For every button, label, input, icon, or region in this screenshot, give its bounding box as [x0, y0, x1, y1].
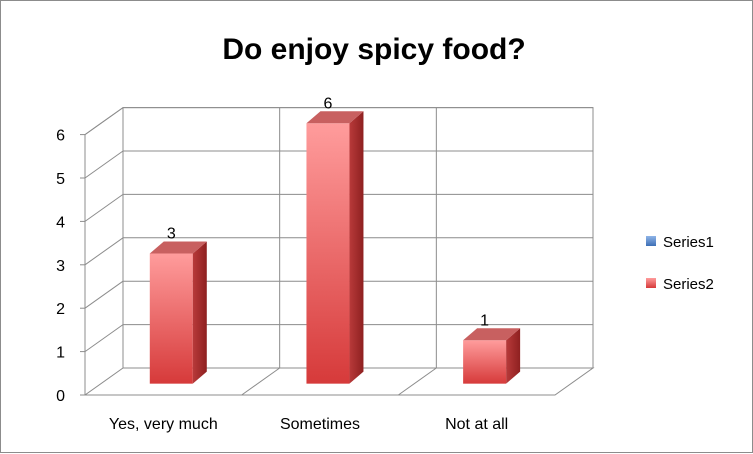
category-label: Yes, very much [109, 416, 218, 433]
data-label: 1 [480, 312, 489, 329]
data-label: 3 [167, 225, 176, 242]
y-tick-label: 5 [56, 171, 65, 188]
y-tick-label: 4 [56, 214, 65, 231]
bar-top [306, 111, 364, 124]
data-labels: 3 6 1 [167, 95, 489, 329]
gridline-side [84, 280, 124, 309]
y-tick-label: 3 [56, 258, 65, 275]
data-label: 6 [324, 95, 333, 112]
bar-front [306, 123, 350, 384]
y-tick-label: 6 [56, 128, 65, 145]
bar-side [192, 241, 207, 384]
y-tick-label: 1 [56, 345, 65, 362]
category-divider-floor [241, 367, 280, 396]
category-label: Not at all [445, 416, 508, 433]
legend-swatch-series2 [646, 278, 656, 288]
y-axis-ticks: 0 1 2 3 4 5 6 [56, 128, 85, 405]
chart-title: Do enjoy spicy food? [222, 33, 525, 66]
category-label: Sometimes [280, 416, 360, 433]
legend: Series1 Series2 [646, 234, 714, 293]
bars [149, 111, 521, 384]
legend-label-series2: Series2 [663, 276, 714, 293]
y-tick-label: 2 [56, 301, 65, 318]
gridline-side [84, 107, 124, 136]
gridline-side [84, 150, 124, 179]
gridline-side [84, 193, 124, 222]
x-axis-labels: Yes, very much Sometimes Not at all [109, 416, 508, 433]
category-divider-floor [398, 367, 437, 396]
bar-side [349, 111, 364, 384]
bar-side [506, 328, 521, 384]
bar-top [149, 241, 207, 254]
bar-front [463, 340, 507, 384]
legend-swatch-series1 [646, 236, 656, 246]
y-tick-label: 0 [56, 388, 65, 405]
bar-top [463, 328, 521, 341]
gridline-side [84, 324, 124, 353]
bar-front [149, 253, 193, 384]
legend-label-series1: Series1 [663, 234, 714, 251]
gridline-side [84, 237, 124, 266]
